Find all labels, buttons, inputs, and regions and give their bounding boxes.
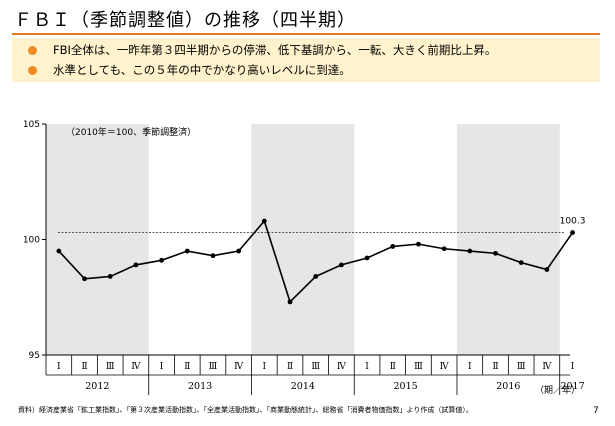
data-point (287, 299, 293, 305)
summary-box: FBI全体は、一昨年第３四半期からの停滞、低下基調から、一転、大きく前期比上昇。… (12, 38, 600, 82)
quarter-label: Ⅰ (468, 362, 472, 372)
data-point (338, 262, 344, 268)
data-point (544, 267, 550, 272)
data-point (210, 253, 216, 259)
last-value-label: 100.3 (560, 217, 586, 227)
data-point (107, 274, 113, 279)
quarter-label: Ⅰ (571, 362, 575, 372)
data-point (236, 248, 242, 254)
quarter-label: Ⅲ (311, 362, 320, 372)
quarter-label: Ⅱ (492, 362, 498, 372)
year-label: 2015 (394, 381, 418, 392)
quarter-label: Ⅲ (517, 362, 526, 372)
y-tick-label: 100 (23, 236, 40, 246)
quarter-label: Ⅲ (414, 362, 423, 372)
source-note: 資料）経済産業省「鉱工業指数」、「第３次産業活動指数」、「全産業活動指数」、「商… (18, 406, 473, 414)
quarter-label: Ⅱ (287, 362, 293, 372)
quarter-label: Ⅳ (234, 362, 244, 372)
summary-bullet-2: 水準としても、この５年の中でかなり高いレベルに到達。 (28, 62, 351, 78)
data-point (159, 257, 164, 263)
page-title: ＦＢＩ（季節調整値）の推移（四半期） (14, 10, 356, 31)
data-point (518, 260, 524, 265)
data-point (364, 255, 370, 261)
summary-text-2: 水準としても、この５年の中でかなり高いレベルに到達。 (53, 63, 351, 77)
data-point (390, 244, 396, 249)
quarter-label: Ⅲ (209, 362, 218, 372)
summary-bullet-1: FBI全体は、一昨年第３四半期からの停滞、低下基調から、一転、大きく前期比上昇。 (28, 42, 496, 58)
data-point (261, 218, 267, 224)
data-point (416, 241, 421, 247)
data-point (493, 250, 498, 256)
year-label: 2013 (188, 381, 212, 392)
summary-text-1: FBI全体は、一昨年第３四半期からの停滞、低下基調から、一転、大きく前期比上昇。 (53, 43, 497, 57)
data-point (313, 274, 319, 279)
year-band-2016 (456, 124, 560, 355)
axis-unit-label: （期／年） (535, 384, 580, 396)
bullet-dot-icon (28, 65, 37, 75)
year-label: 2012 (85, 381, 109, 392)
quarter-label: Ⅱ (390, 362, 396, 372)
quarter-label: Ⅳ (440, 362, 450, 372)
quarter-label: Ⅱ (81, 362, 87, 372)
data-point (82, 276, 87, 282)
year-label: 2017 (560, 381, 584, 392)
data-point (184, 248, 190, 254)
quarter-label: Ⅰ (365, 362, 369, 372)
data-point (441, 246, 447, 252)
data-point (56, 248, 62, 254)
quarter-label: Ⅰ (160, 362, 164, 372)
year-band-2014 (251, 124, 355, 355)
data-point (467, 248, 473, 254)
year-band-2012 (46, 124, 149, 355)
bullet-dot-icon (28, 45, 37, 55)
quarter-label: Ⅳ (337, 362, 347, 372)
chart-note: （2010年＝100、季節調整済） (66, 126, 196, 138)
page-number: 7 (593, 406, 599, 416)
quarter-label: Ⅰ (263, 362, 267, 372)
quarter-label: Ⅱ (184, 362, 190, 372)
data-point (570, 230, 575, 235)
quarter-label: Ⅰ (57, 362, 61, 372)
year-label: 2014 (291, 381, 315, 392)
title-underline (12, 33, 600, 35)
y-tick-label: 105 (23, 120, 40, 130)
quarter-label: Ⅳ (542, 362, 552, 372)
quarter-label: Ⅳ (131, 362, 141, 372)
year-label: 2016 (496, 381, 520, 392)
data-point (133, 262, 139, 268)
y-tick-label: 95 (29, 351, 40, 361)
quarter-label: Ⅲ (106, 362, 115, 372)
